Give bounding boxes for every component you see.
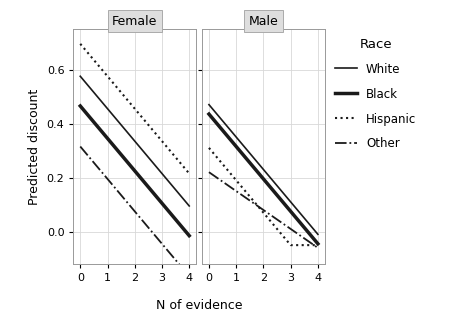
Title: Female: Female [112, 15, 157, 28]
Text: N of evidence: N of evidence [156, 299, 242, 312]
Y-axis label: Predicted discount: Predicted discount [28, 88, 41, 205]
Title: Male: Male [248, 15, 278, 28]
Legend: White, Black, Hispanic, Other: White, Black, Hispanic, Other [335, 38, 416, 150]
